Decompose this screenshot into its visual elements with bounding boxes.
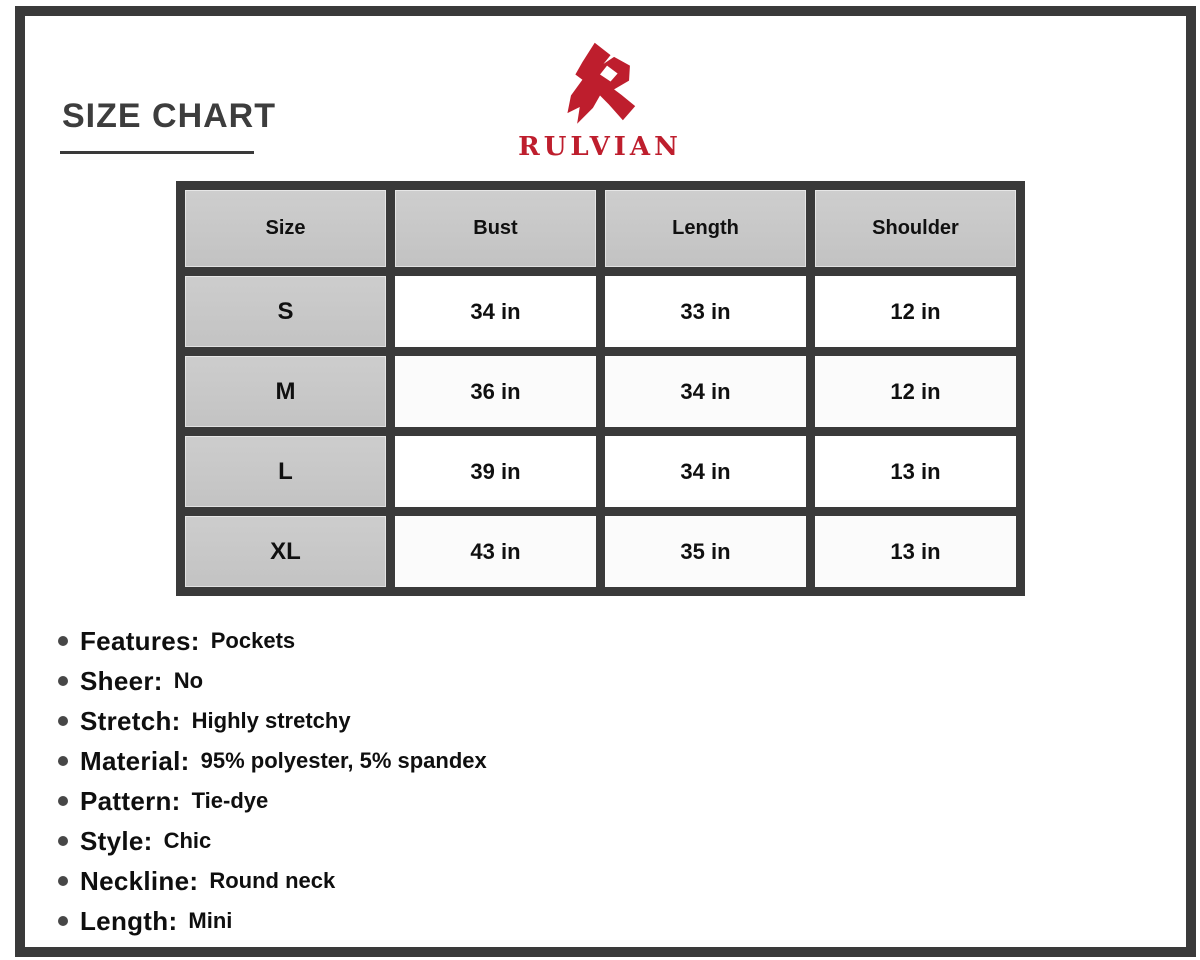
brand-name: RULVIAN bbox=[518, 132, 682, 162]
page-title: SIZE CHART bbox=[62, 97, 276, 135]
bullet-icon bbox=[58, 796, 68, 806]
detail-label: Features: bbox=[80, 625, 200, 656]
product-details-list: Features: Pockets Sheer: No Stretch: Hig… bbox=[58, 621, 487, 941]
detail-value: Mini bbox=[188, 908, 233, 933]
table-cell: 34 in bbox=[605, 356, 806, 427]
bullet-icon bbox=[58, 876, 68, 886]
row-label-l: L bbox=[185, 436, 386, 507]
detail-value: Tie-dye bbox=[191, 788, 269, 813]
table-cell: 36 in bbox=[395, 356, 596, 427]
row-label-m: M bbox=[185, 356, 386, 427]
list-item: Features: Pockets bbox=[58, 621, 487, 661]
bullet-icon bbox=[58, 636, 68, 646]
bullet-icon bbox=[58, 916, 68, 926]
list-item: Pattern: Tie-dye bbox=[58, 781, 487, 821]
brand-logo-icon bbox=[567, 42, 636, 124]
row-label-s: S bbox=[185, 276, 386, 347]
column-header-shoulder: Shoulder bbox=[815, 190, 1016, 267]
bullet-icon bbox=[58, 676, 68, 686]
table-cell: 34 in bbox=[395, 276, 596, 347]
detail-label: Sheer: bbox=[80, 665, 163, 696]
table-cell: 34 in bbox=[605, 436, 806, 507]
size-chart-table: Size Bust Length Shoulder S 34 in 33 in … bbox=[176, 181, 1025, 596]
detail-label: Stretch: bbox=[80, 705, 181, 736]
row-label-xl: XL bbox=[185, 516, 386, 587]
list-item: Length: Mini bbox=[58, 901, 487, 941]
detail-label: Neckline: bbox=[80, 865, 199, 896]
list-item: Sheer: No bbox=[58, 661, 487, 701]
detail-label: Style: bbox=[80, 825, 153, 856]
title-underline bbox=[60, 151, 254, 154]
column-header-bust: Bust bbox=[395, 190, 596, 267]
table-cell: 43 in bbox=[395, 516, 596, 587]
table-cell: 13 in bbox=[815, 516, 1016, 587]
bullet-icon bbox=[58, 756, 68, 766]
table-cell: 12 in bbox=[815, 356, 1016, 427]
detail-value: Pockets bbox=[210, 628, 296, 653]
detail-value: Round neck bbox=[209, 868, 336, 893]
detail-value: Highly stretchy bbox=[191, 708, 351, 733]
detail-value: Chic bbox=[163, 828, 212, 853]
table-cell: 35 in bbox=[605, 516, 806, 587]
list-item: Style: Chic bbox=[58, 821, 487, 861]
table-cell: 33 in bbox=[605, 276, 806, 347]
list-item: Stretch: Highly stretchy bbox=[58, 701, 487, 741]
detail-value: 95% polyester, 5% spandex bbox=[200, 748, 487, 773]
column-header-length: Length bbox=[605, 190, 806, 267]
detail-label: Material: bbox=[80, 745, 190, 776]
table-cell: 12 in bbox=[815, 276, 1016, 347]
table-cell: 39 in bbox=[395, 436, 596, 507]
column-header-size: Size bbox=[185, 190, 386, 267]
page-border-frame bbox=[15, 6, 1196, 957]
bullet-icon bbox=[58, 836, 68, 846]
list-item: Material: 95% polyester, 5% spandex bbox=[58, 741, 487, 781]
detail-value: No bbox=[173, 668, 204, 693]
detail-label: Pattern: bbox=[80, 785, 181, 816]
bullet-icon bbox=[58, 716, 68, 726]
list-item: Neckline: Round neck bbox=[58, 861, 487, 901]
detail-label: Length: bbox=[80, 905, 178, 936]
table-cell: 13 in bbox=[815, 436, 1016, 507]
